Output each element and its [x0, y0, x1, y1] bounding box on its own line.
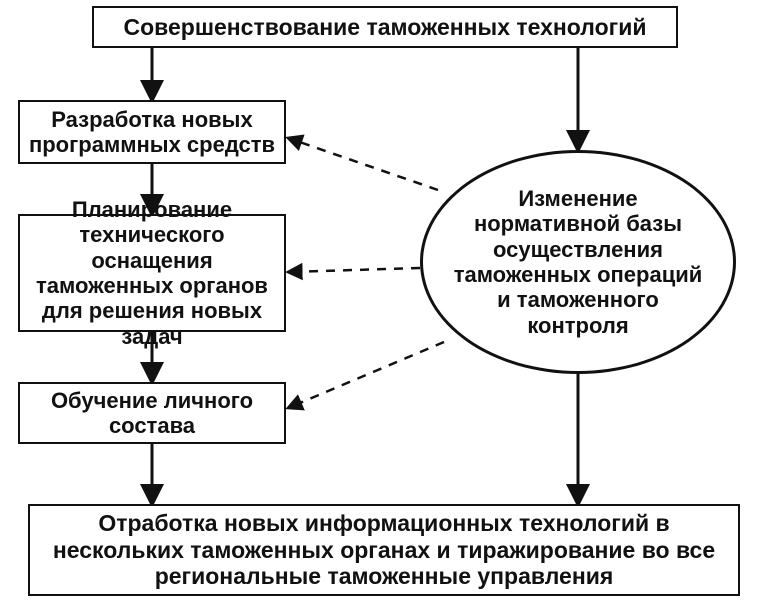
node-top: Совершенствование таможенных технологий — [92, 6, 678, 48]
node-ellipse-label: Изменение нормативной базы осуществления… — [451, 186, 705, 338]
node-bottom: Отработка новых информационных технологи… — [28, 504, 740, 596]
edge-ellipse-plan — [288, 268, 420, 272]
node-plan: Планирование технического оснащения тамо… — [18, 214, 286, 332]
node-train: Обучение личного состава — [18, 382, 286, 444]
node-train-label: Обучение личного состава — [28, 388, 276, 439]
edge-ellipse-dev — [288, 138, 438, 190]
node-dev-label: Разработка новых программных средств — [28, 107, 276, 158]
node-dev: Разработка новых программных средств — [18, 100, 286, 164]
edge-ellipse-train — [288, 342, 444, 408]
node-bottom-label: Отработка новых информационных технологи… — [38, 510, 730, 589]
node-ellipse: Изменение нормативной базы осуществления… — [420, 150, 736, 374]
node-top-label: Совершенствование таможенных технологий — [123, 14, 646, 40]
node-plan-label: Планирование технического оснащения тамо… — [28, 197, 276, 349]
diagram-stage: Совершенствование таможенных технологий … — [0, 0, 768, 610]
